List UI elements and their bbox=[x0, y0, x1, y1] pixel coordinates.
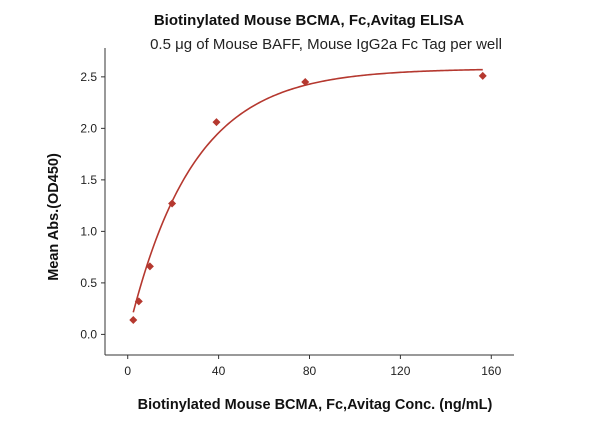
y-tick-label: 1.0 bbox=[80, 224, 97, 238]
x-tick-label: 160 bbox=[481, 364, 501, 378]
y-ticks: 0.0 0.5 1.0 1.5 2.0 2.5 bbox=[80, 70, 105, 341]
chart-subtitle: 0.5 μg of Mouse BAFF, Mouse IgG2a Fc Tag… bbox=[150, 36, 502, 53]
y-tick-label: 0.5 bbox=[80, 276, 97, 290]
data-point bbox=[478, 71, 487, 80]
fit-curve bbox=[132, 68, 483, 313]
data-point bbox=[168, 199, 177, 208]
y-tick-label: 0.0 bbox=[80, 327, 97, 341]
data-point bbox=[134, 297, 143, 306]
x-axis-title: Biotinylated Mouse BCMA, Fc,Avitag Conc.… bbox=[138, 397, 493, 413]
y-tick-label: 2.5 bbox=[80, 70, 97, 84]
y-tick-label: 2.0 bbox=[80, 121, 97, 135]
x-tick-label: 40 bbox=[212, 364, 226, 378]
data-point bbox=[129, 315, 138, 324]
x-ticks: 0 40 80 120 160 bbox=[124, 355, 502, 378]
chart-title: Biotinylated Mouse BCMA, Fc,Avitag ELISA bbox=[154, 12, 464, 29]
x-tick-label: 80 bbox=[303, 364, 317, 378]
x-tick-label: 0 bbox=[124, 364, 131, 378]
data-point bbox=[145, 262, 154, 271]
x-tick-label: 120 bbox=[390, 364, 410, 378]
data-point bbox=[212, 118, 221, 127]
data-point bbox=[301, 77, 310, 86]
data-points bbox=[129, 71, 487, 324]
y-tick-label: 1.5 bbox=[80, 173, 97, 187]
y-axis-title: Mean Abs.(OD450) bbox=[46, 153, 62, 281]
